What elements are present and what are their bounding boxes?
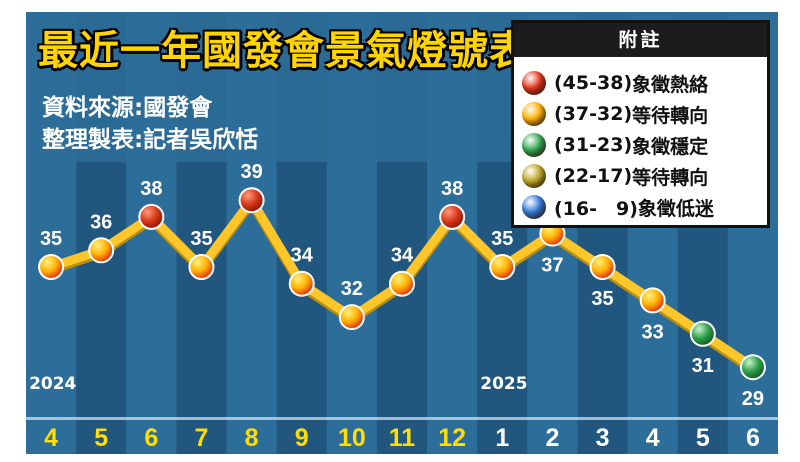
- data-label: 36: [90, 211, 112, 233]
- year-label-2024: 2024: [29, 374, 77, 394]
- data-point: [389, 270, 415, 297]
- data-label: 39: [240, 161, 262, 183]
- data-label: 34: [391, 245, 414, 267]
- chart-area: 35 4 36 5 38 6 35 7 39 8 34 9 32 10 34 11 38 12 35 1 37 2 35 3 3…: [26, 12, 778, 454]
- legend-item: (31-23) 象徵穩定: [522, 130, 766, 160]
- data-point: [739, 354, 766, 381]
- data-point: [138, 203, 165, 230]
- data-point: [238, 187, 265, 214]
- month-label: 1: [495, 424, 509, 452]
- month-label: 2: [545, 424, 559, 452]
- legend-range: (37-32): [554, 103, 633, 125]
- data-label: 34: [291, 245, 314, 267]
- legend-label: 象徵低迷: [637, 197, 714, 220]
- data-point: [689, 320, 716, 347]
- data-label: 29: [742, 388, 764, 410]
- month-label: 3: [596, 424, 610, 452]
- month-label: 6: [746, 424, 760, 452]
- data-label: 31: [692, 355, 714, 377]
- month-label: 12: [438, 424, 466, 452]
- data-point: [489, 254, 516, 280]
- legend: 附註 (45-38) 象徵熱絡 (37-32) 等待轉向 (31-23) 象徵穩…: [511, 20, 770, 228]
- month-label: 10: [338, 424, 366, 452]
- signal-dot-icon: [522, 195, 546, 219]
- data-label: 32: [341, 278, 363, 300]
- legend-item: (22-17) 等待轉向: [522, 161, 766, 191]
- month-label: 9: [295, 424, 309, 452]
- data-point: [38, 254, 65, 280]
- data-label: 35: [491, 228, 513, 250]
- data-point: [338, 304, 365, 331]
- month-label: 11: [389, 424, 416, 452]
- data-point: [589, 254, 616, 280]
- legend-label: 等待轉向: [632, 104, 709, 127]
- data-label: 33: [642, 321, 664, 343]
- data-point: [288, 270, 315, 297]
- signal-dot-icon: [522, 102, 546, 126]
- legend-item: (37-32) 等待轉向: [522, 99, 766, 129]
- month-label: 5: [94, 424, 108, 452]
- legend-range: (45-38): [554, 72, 633, 94]
- month-label: 6: [144, 424, 158, 452]
- data-label: 37: [541, 255, 563, 277]
- legend-label: 象徵熱絡: [632, 73, 709, 96]
- month-label: 4: [646, 424, 660, 452]
- month-label: 7: [195, 424, 209, 452]
- data-label: 35: [190, 228, 212, 250]
- axis-line: [26, 417, 778, 420]
- legend-range: (22-17): [554, 165, 633, 187]
- legend-item: (16- 9) 象徵低迷: [522, 192, 766, 222]
- chart-svg: 3543653863573983493210341138123513723533…: [26, 12, 778, 454]
- legend-label: 象徵穩定: [632, 135, 709, 158]
- legend-range: (31-23): [554, 134, 633, 156]
- legend-label: 等待轉向: [632, 166, 709, 189]
- source-line-2: 整理製表:記者吳欣恬: [42, 127, 259, 153]
- data-label: 35: [40, 228, 62, 250]
- signal-dot-icon: [522, 71, 546, 95]
- data-point: [88, 237, 115, 264]
- data-label: 38: [441, 178, 463, 200]
- year-label-2025: 2025: [480, 374, 528, 394]
- month-label: 5: [696, 424, 710, 452]
- signal-dot-icon: [522, 133, 546, 157]
- month-label: 8: [245, 424, 259, 452]
- data-point: [439, 203, 466, 230]
- signal-dot-icon: [522, 164, 546, 188]
- source-line-1: 資料來源:國發會: [42, 95, 213, 121]
- chart-title: 最近一年國發會景氣燈號表: [38, 28, 530, 74]
- legend-range: (16- 9): [554, 197, 638, 220]
- data-point: [639, 287, 666, 314]
- legend-title: 附註: [514, 23, 767, 57]
- data-label: 38: [140, 178, 162, 200]
- data-point: [188, 254, 215, 280]
- legend-item: (45-38) 象徵熱絡: [522, 68, 766, 98]
- data-label: 35: [591, 288, 613, 310]
- month-label: 4: [44, 424, 58, 452]
